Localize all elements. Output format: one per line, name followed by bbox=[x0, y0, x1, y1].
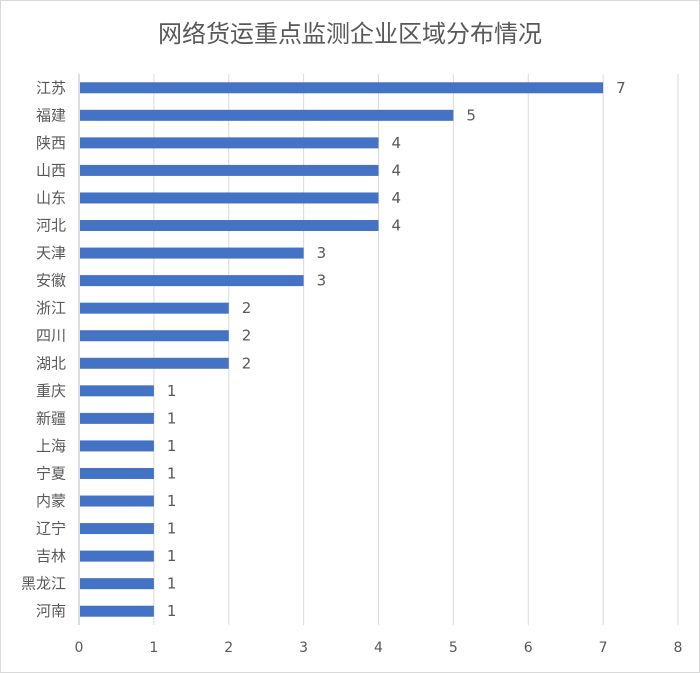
x-tick-label: 6 bbox=[524, 640, 533, 656]
bar bbox=[80, 192, 379, 204]
bar bbox=[80, 440, 154, 452]
bar bbox=[80, 164, 379, 176]
category-label: 河南 bbox=[36, 602, 66, 620]
category-label: 湖北 bbox=[36, 354, 66, 372]
x-tick-label: 8 bbox=[674, 640, 683, 656]
category-label: 重庆 bbox=[36, 382, 66, 400]
data-label: 1 bbox=[167, 520, 177, 538]
x-tick-label: 7 bbox=[599, 640, 608, 656]
category-label: 上海 bbox=[36, 437, 66, 455]
bar bbox=[80, 495, 154, 507]
data-label: 1 bbox=[167, 602, 177, 620]
bars bbox=[80, 82, 604, 617]
bar bbox=[80, 523, 154, 535]
category-label: 黑龙江 bbox=[21, 575, 66, 593]
x-tick-label: 0 bbox=[75, 640, 84, 656]
bar bbox=[80, 220, 379, 232]
data-label: 4 bbox=[392, 134, 402, 152]
category-label: 天津 bbox=[36, 244, 66, 262]
category-label: 宁夏 bbox=[36, 464, 66, 482]
category-label: 山西 bbox=[36, 161, 66, 179]
category-label: 山东 bbox=[36, 189, 66, 207]
data-label: 3 bbox=[317, 272, 327, 290]
category-label: 吉林 bbox=[36, 547, 66, 565]
bar bbox=[80, 578, 154, 590]
category-label: 福建 bbox=[36, 106, 66, 124]
data-label: 3 bbox=[317, 244, 327, 262]
data-label: 5 bbox=[466, 106, 476, 124]
category-label: 新疆 bbox=[36, 409, 66, 427]
bar bbox=[80, 275, 304, 287]
data-label: 1 bbox=[167, 575, 177, 593]
category-label: 安徽 bbox=[36, 272, 66, 290]
category-label: 浙江 bbox=[36, 299, 66, 317]
x-tick-label: 1 bbox=[149, 640, 158, 656]
bar bbox=[80, 330, 229, 342]
category-label: 江苏 bbox=[36, 79, 66, 97]
data-label: 2 bbox=[242, 299, 252, 317]
data-label: 1 bbox=[167, 382, 177, 400]
bar bbox=[80, 82, 604, 94]
data-label: 2 bbox=[242, 327, 252, 345]
data-labels: 7 5 4 4 4 4 3 3 2 2 2 1 1 1 1 1 1 1 1 1 bbox=[167, 79, 626, 620]
x-tick-labels: 0 1 2 3 4 5 6 7 8 bbox=[75, 640, 683, 656]
data-label: 4 bbox=[392, 189, 402, 207]
x-tick-label: 2 bbox=[224, 640, 233, 656]
category-label: 内蒙 bbox=[36, 492, 66, 510]
data-label: 1 bbox=[167, 547, 177, 565]
bar bbox=[80, 385, 154, 397]
bar bbox=[80, 467, 154, 479]
x-tick-label: 4 bbox=[374, 640, 383, 656]
chart-title: 网络货运重点监测企业区域分布情况 bbox=[158, 20, 542, 48]
bar bbox=[80, 605, 154, 617]
category-label: 辽宁 bbox=[36, 520, 66, 538]
data-label: 4 bbox=[392, 161, 402, 179]
data-label: 1 bbox=[167, 464, 177, 482]
category-label: 四川 bbox=[36, 327, 66, 345]
category-labels: 江苏福建陕西山西山东河北天津安徽浙江四川湖北重庆新疆上海宁夏内蒙辽宁吉林黑龙江河… bbox=[21, 79, 66, 620]
category-label: 陕西 bbox=[36, 134, 66, 152]
data-label: 1 bbox=[167, 409, 177, 427]
bar bbox=[80, 357, 229, 369]
data-label: 1 bbox=[167, 437, 177, 455]
x-tick-label: 3 bbox=[299, 640, 308, 656]
bar bbox=[80, 137, 379, 149]
bar bbox=[80, 550, 154, 562]
grid-lines bbox=[153, 74, 679, 625]
category-label: 河北 bbox=[36, 217, 66, 235]
data-label: 4 bbox=[392, 217, 402, 235]
data-label: 1 bbox=[167, 492, 177, 510]
data-label: 2 bbox=[242, 354, 252, 372]
bar bbox=[80, 109, 454, 121]
data-label: 7 bbox=[616, 79, 626, 97]
x-tick-label: 5 bbox=[449, 640, 458, 656]
bar bbox=[80, 412, 154, 424]
bar bbox=[80, 302, 229, 314]
bar bbox=[80, 247, 304, 259]
